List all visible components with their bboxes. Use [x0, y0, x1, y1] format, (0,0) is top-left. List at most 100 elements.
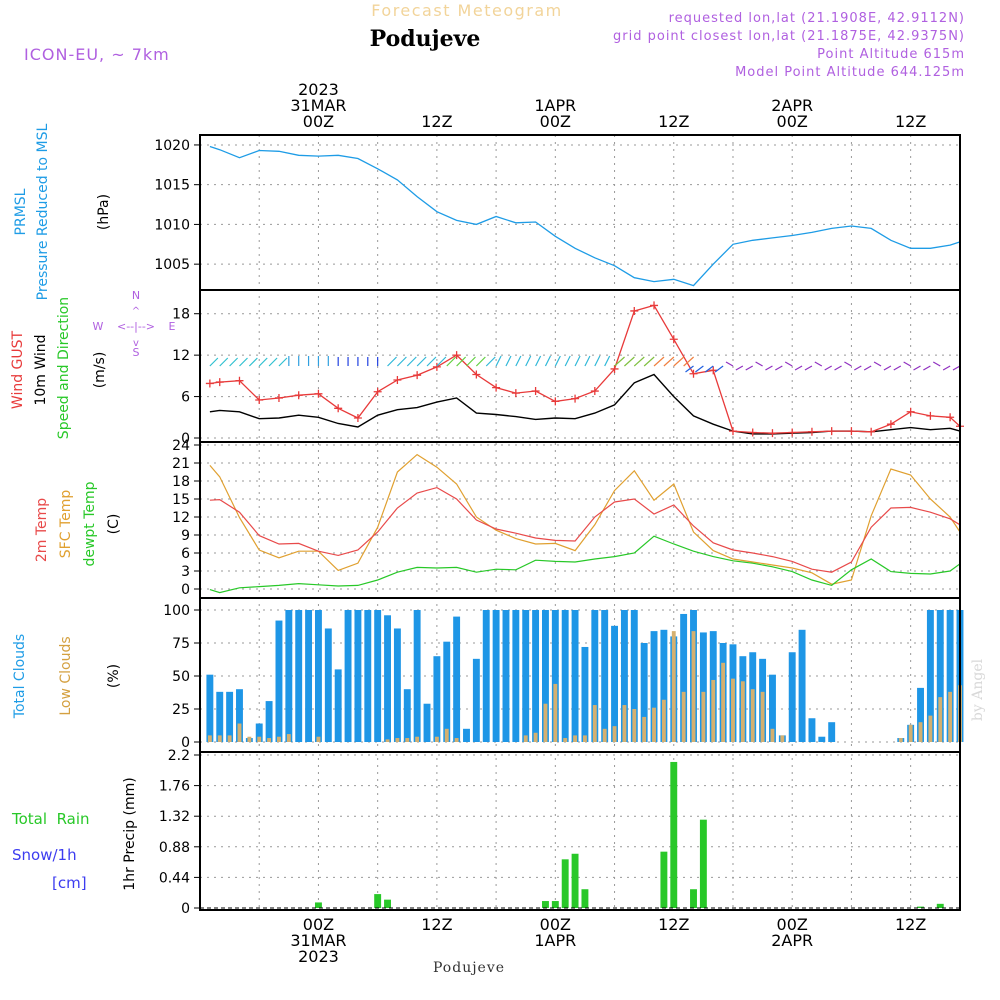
- total-cloud-bar: [393, 628, 401, 742]
- wind-gust-marker: [788, 428, 797, 437]
- wind-direction-arrow: [614, 356, 625, 367]
- wind-gust-marker: [610, 364, 619, 373]
- total-cloud-bar: [344, 610, 352, 742]
- low-cloud-bar: [938, 697, 943, 742]
- wind-gust-marker: [432, 362, 441, 371]
- wind-direction-arrow: [695, 365, 704, 373]
- wind-gust-marker: [827, 427, 836, 436]
- clouds-ytick-label: 50: [172, 669, 190, 685]
- temperature-ytick-label: 18: [172, 474, 190, 490]
- wind-direction-arrow: [725, 361, 734, 367]
- total-cloud-bar: [443, 641, 451, 742]
- total-cloud-bar: [917, 687, 924, 742]
- clouds-panel-frame: [199, 597, 961, 753]
- rain-bar: [542, 901, 549, 908]
- watermark: by Angel: [970, 658, 986, 721]
- low-cloud-bar: [207, 735, 212, 742]
- low-cloud-bar: [583, 735, 587, 742]
- rain-bar: [384, 899, 391, 908]
- wind-direction-arrow: [952, 365, 961, 371]
- low-cloud-bar: [286, 734, 291, 742]
- wind-direction-arrow: [584, 355, 591, 367]
- bottom-time-label: 12Z: [421, 915, 452, 934]
- temperature-ytick-label: 6: [181, 546, 190, 562]
- total-cloud-bar: [591, 610, 599, 742]
- wind-direction-arrow: [495, 355, 502, 367]
- wind-gust-marker: [531, 387, 540, 396]
- total-rain-label: Total Rain: [11, 810, 90, 828]
- low-cloud-bar: [918, 722, 923, 742]
- total-cloud-bar: [630, 610, 638, 742]
- temp-sfc-label: SFC Temp: [58, 490, 74, 559]
- clouds-ytick-label: 25: [172, 702, 190, 718]
- precipitation-ytick-label: 1.76: [159, 779, 190, 795]
- wind-gust-marker: [571, 394, 580, 403]
- wind-gust-marker: [650, 301, 659, 310]
- total-cloud-bar: [216, 691, 224, 742]
- low-cloud-bar: [691, 631, 696, 742]
- total-cloud-bar: [640, 643, 648, 742]
- top-time-label: 2023: [298, 80, 339, 99]
- total-cloud-bar: [482, 610, 490, 742]
- wind-gust-marker: [314, 389, 323, 398]
- wind-direction-arrow: [755, 361, 763, 367]
- precipitation-ytick-label: 1.32: [159, 809, 190, 825]
- wind-direction-arrow: [643, 356, 655, 367]
- temperature-ytick-label: 15: [172, 492, 190, 508]
- wind-gust-marker: [728, 427, 737, 436]
- pressure-msl-label: Pressure Reduced to MSL: [35, 123, 51, 300]
- rain-bar: [936, 903, 944, 908]
- wind-direction-arrow: [814, 361, 823, 367]
- temperature-ytick-label: 12: [172, 510, 190, 526]
- total-cloud-bar: [403, 689, 411, 742]
- low-cloud-bar: [533, 732, 538, 742]
- total-cloud-bar: [255, 723, 263, 742]
- temperature-ytick-label: 21: [172, 456, 190, 472]
- wind-gust-marker: [689, 369, 698, 378]
- low-cloud-bar: [415, 736, 420, 742]
- low-cloud-bar: [622, 705, 627, 742]
- pressure-panel-frame: [199, 134, 961, 291]
- total-cloud-bar: [226, 691, 234, 742]
- low-cloud-bar: [553, 683, 558, 742]
- compass-east: E: [169, 320, 176, 333]
- wind-direction-arrow: [663, 356, 675, 367]
- low-cloud-bar: [267, 738, 272, 742]
- wind-gust-marker: [353, 413, 362, 422]
- low-cloud-bar: [740, 681, 745, 742]
- pressure-ytick-label: 1020: [154, 138, 190, 154]
- precipitation-ytick-label: 0.44: [159, 870, 190, 886]
- clouds-ytick-label: 100: [163, 603, 190, 619]
- wind-gust-marker: [807, 427, 816, 436]
- wind-direction-arrow: [685, 365, 694, 373]
- point-altitude: Point Altitude 615m: [817, 47, 965, 62]
- total-cloud-bar: [314, 610, 322, 742]
- clouds-ytick-label: 0: [181, 735, 190, 751]
- rain-bar: [699, 819, 707, 908]
- wind-direction-arrow: [209, 357, 219, 367]
- wind-direction-arrow: [714, 365, 724, 373]
- compass-arrows: <--|-->: [117, 320, 155, 333]
- requested-coords: requested lon,lat (21.1908E, 42.9112N): [669, 11, 965, 26]
- low-cloud-bar: [661, 699, 666, 742]
- wind-gust-marker: [847, 427, 856, 436]
- total-cloud-bar: [611, 625, 618, 742]
- low-cloud-bar: [711, 679, 716, 742]
- low-cloud-bar: [257, 736, 262, 742]
- bottom-time-label: 12Z: [658, 915, 689, 934]
- wind-direction-arrow: [863, 365, 872, 371]
- chart-title: Forecast Meteogram: [371, 1, 562, 20]
- low-clouds-label: Low Clouds: [58, 636, 74, 715]
- total-cloud-bar: [808, 718, 816, 742]
- low-cloud-bar: [277, 736, 281, 742]
- bottom-time-label: 1APR: [534, 931, 576, 950]
- total-cloud-bar: [798, 629, 806, 742]
- low-cloud-bar: [760, 691, 765, 742]
- low-cloud-bar: [671, 631, 676, 742]
- total-cloud-bar: [206, 674, 214, 742]
- low-cloud-bar: [217, 735, 222, 742]
- total-cloud-bar: [453, 616, 461, 742]
- wind-direction-arrow: [219, 357, 229, 367]
- footer-location: Podujeve: [433, 960, 505, 976]
